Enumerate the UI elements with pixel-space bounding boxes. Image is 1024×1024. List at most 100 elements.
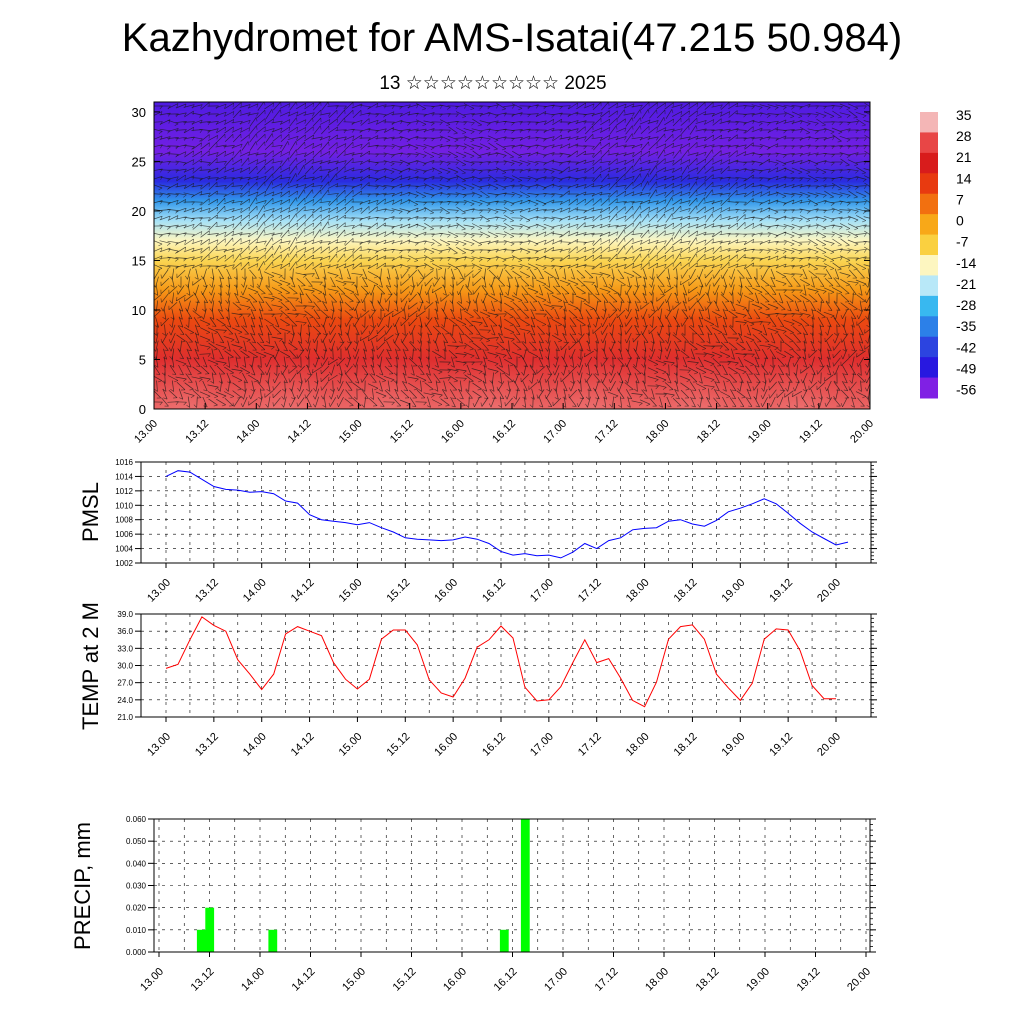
wind-barb	[527, 113, 539, 115]
wind-barb-flag	[216, 207, 218, 212]
wind-barb	[864, 134, 870, 140]
wind-barb	[167, 128, 179, 132]
wind-barb-flag	[744, 183, 747, 188]
wind-barb-flag	[783, 130, 787, 134]
wind-barb-flag	[752, 120, 755, 125]
wind-barb	[823, 177, 835, 179]
wind-barb-flag	[240, 159, 242, 164]
wind-barb	[431, 144, 443, 148]
wind-barb-flag	[792, 199, 795, 204]
wind-barb	[655, 175, 667, 181]
wind-barb	[184, 182, 194, 190]
wind-barb	[359, 167, 371, 173]
wind-barb	[311, 175, 323, 181]
wind-barb-flag	[295, 173, 298, 178]
wind-barb-flag	[822, 194, 827, 198]
wind-barb-flag	[639, 125, 642, 130]
wind-barb	[855, 191, 867, 197]
wind-barb-flag	[406, 163, 411, 167]
wind-barb	[249, 125, 257, 135]
wind-barb	[319, 169, 331, 171]
wind-barb	[560, 190, 570, 198]
wind-barb	[336, 189, 346, 199]
wind-barb	[831, 200, 843, 204]
wind-barb	[487, 200, 499, 204]
wind-barb	[313, 189, 321, 199]
wind-barb	[319, 119, 331, 125]
wind-barb	[648, 126, 658, 134]
wind-barb	[559, 199, 571, 205]
wind-barb-flag	[368, 151, 370, 156]
wind-barb-flag	[862, 179, 867, 182]
wind-barb	[607, 167, 619, 173]
wind-barb	[799, 191, 811, 197]
wind-barb	[375, 168, 387, 172]
wind-barb	[415, 177, 427, 179]
wind-barb	[296, 206, 306, 214]
wind-barb-flag	[422, 196, 427, 199]
wind-barb	[791, 111, 803, 117]
wind-barb	[704, 157, 714, 167]
wind-barb-flag	[600, 112, 603, 117]
wind-barb-flag	[592, 103, 595, 108]
wind-barb-flag	[422, 146, 427, 150]
wind-barb	[623, 200, 635, 204]
wind-barb	[665, 109, 673, 119]
wind-barb	[463, 143, 475, 149]
wind-barb	[511, 120, 523, 124]
wind-barb	[407, 143, 419, 149]
wind-barb-flag	[543, 193, 547, 197]
wind-barb-flag	[518, 195, 523, 199]
wind-barb	[255, 152, 267, 156]
wind-barb	[231, 120, 243, 124]
wind-barb	[447, 135, 459, 141]
wind-barb-flag	[280, 150, 282, 155]
wind-barb	[336, 198, 346, 206]
wind-barb-flag	[854, 107, 859, 111]
wind-barb	[359, 159, 371, 165]
wind-barb-flag	[608, 167, 611, 172]
wind-barb	[735, 129, 747, 131]
wind-barb-flag	[503, 201, 507, 206]
wind-barb	[448, 126, 458, 134]
wind-barb	[399, 176, 411, 180]
wind-barb-flag	[406, 211, 411, 214]
wind-barb-flag	[568, 160, 571, 165]
wind-barb-flag	[304, 119, 307, 124]
wind-barb	[303, 176, 315, 180]
wind-barb	[511, 169, 523, 171]
wind-barb	[375, 119, 387, 125]
wind-barb	[471, 200, 483, 204]
wind-barb	[712, 134, 722, 142]
wind-barb-flag	[271, 181, 274, 186]
wind-barb	[664, 190, 674, 198]
wind-barb	[672, 198, 682, 206]
wind-barb	[575, 136, 587, 140]
wind-barb-flag	[821, 124, 826, 127]
wind-barb	[689, 125, 697, 135]
wind-barb-flag	[831, 154, 835, 158]
wind-barb-flag	[552, 144, 555, 149]
wind-barb-flag	[494, 139, 499, 143]
wind-barb	[391, 167, 403, 173]
wind-barb	[241, 141, 249, 151]
wind-barb	[679, 183, 691, 189]
wind-barb-flag	[376, 200, 379, 205]
wind-barb-flag	[519, 129, 523, 133]
wind-barb	[415, 113, 427, 115]
wind-barb-flag	[584, 198, 586, 204]
wind-barb-flag	[422, 124, 427, 127]
wind-barb	[735, 144, 747, 148]
wind-barb	[154, 168, 163, 171]
wind-barb	[191, 104, 203, 108]
wind-barb-flag	[368, 128, 371, 133]
wind-barb-flag	[519, 169, 523, 174]
wind-barb-flag	[256, 112, 259, 117]
wind-barb-flag	[264, 176, 267, 181]
wind-barb	[608, 118, 618, 126]
wind-barb-flag	[560, 119, 562, 124]
wind-barb	[775, 167, 787, 173]
wind-barb	[463, 176, 475, 180]
wind-barb	[696, 102, 706, 110]
